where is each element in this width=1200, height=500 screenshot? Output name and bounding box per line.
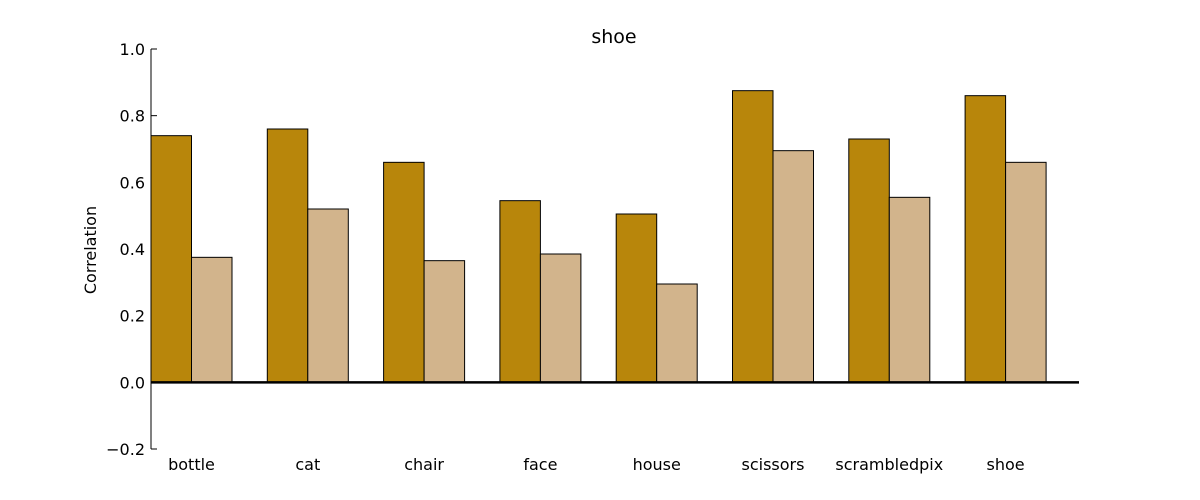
- bar-face-series-1: [499, 200, 541, 383]
- x-axis-labels: bottle cat chair face house scissors scrambled…: [168, 455, 1025, 474]
- bar-shoe-series-2: [1005, 161, 1047, 383]
- bar-scissors-series-2: [772, 150, 814, 383]
- x-tick-label: chair: [404, 455, 444, 474]
- bar-cat-series-2: [307, 208, 349, 383]
- y-axis: −0.2 0.0 0.2 0.4 0.6 0.8 1.0: [106, 40, 157, 459]
- bar-house-series-2: [656, 283, 698, 383]
- x-tick-label: face: [523, 455, 557, 474]
- bar-scrambledpix-series-1: [848, 138, 890, 383]
- x-tick-label: cat: [295, 455, 320, 474]
- y-tick-label: 0.6: [120, 173, 145, 192]
- x-tick-label: scrambledpix: [835, 455, 943, 474]
- y-axis-label: Correlation: [81, 206, 100, 294]
- x-tick-label: scissors: [742, 455, 805, 474]
- chart-title: shoe: [591, 26, 636, 48]
- bar-scissors-series-1: [732, 90, 774, 383]
- y-tick-label: 1.0: [120, 40, 145, 59]
- x-tick-label: bottle: [168, 455, 215, 474]
- bar-bottle-series-2: [191, 256, 233, 383]
- y-tick-label: 0.0: [120, 373, 145, 392]
- y-tick-label: −0.2: [106, 440, 145, 459]
- bar-face-series-2: [539, 253, 582, 383]
- bar-scrambledpix-series-2: [888, 196, 931, 383]
- bar-bottle-series-1: [150, 135, 192, 383]
- bar-house-series-1: [615, 213, 658, 383]
- x-tick-label: shoe: [987, 455, 1025, 474]
- y-tick-label: 0.8: [120, 107, 145, 126]
- y-tick-label: 0.2: [120, 307, 145, 326]
- bar-shoe-series-1: [964, 95, 1007, 383]
- x-tick-label: house: [633, 455, 681, 474]
- bar-chair-series-1: [383, 161, 425, 383]
- bar-chair-series-2: [423, 260, 466, 383]
- bar-cat-series-1: [266, 128, 309, 383]
- bars: [150, 90, 1047, 383]
- y-tick-label: 0.4: [120, 240, 145, 259]
